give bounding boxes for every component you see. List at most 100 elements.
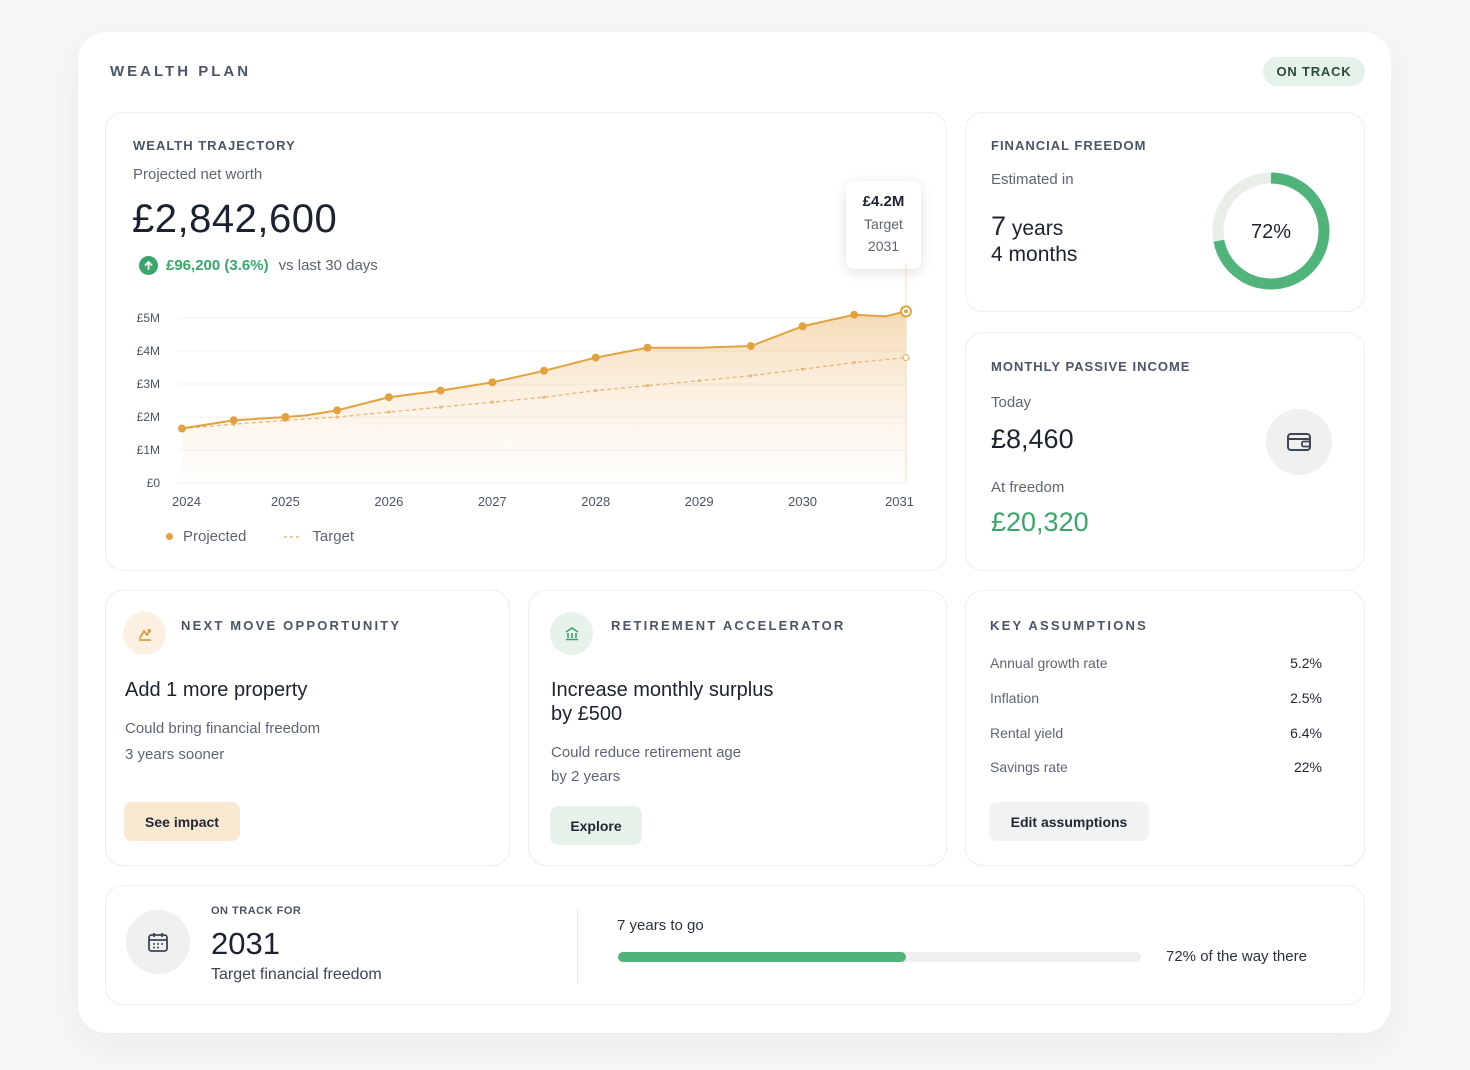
- bank-icon: [550, 612, 593, 655]
- chart-tooltip: £4.2M Target 2031: [846, 181, 921, 269]
- target-point: [438, 405, 443, 409]
- projected-point: [384, 393, 393, 402]
- ring-label: 72%: [1251, 221, 1291, 243]
- x-tick-label: 2028: [581, 494, 610, 509]
- see-impact-button[interactable]: See impact: [124, 802, 240, 841]
- target-point: [852, 360, 856, 365]
- freedom-progress-fill: [618, 952, 906, 962]
- on-track-year: 2031: [211, 926, 280, 961]
- trajectory-subtitle: Projected net worth: [133, 166, 263, 183]
- projected-point: [643, 343, 652, 352]
- app-title: WEALTH PLAN: [110, 63, 252, 80]
- target-point: [387, 410, 391, 414]
- today-value: £8,460: [991, 424, 1074, 454]
- x-tick-label: 2025: [271, 494, 300, 509]
- edit-assumptions-button[interactable]: Edit assumptions: [989, 802, 1149, 841]
- key-assumptions-card: KEY ASSUMPTIONS Annual growth rate 5.2% I…: [965, 590, 1365, 866]
- next-move-card: NEXT MOVE OPPORTUNITY Add 1 more propert…: [105, 590, 510, 866]
- target-point: [542, 395, 546, 399]
- tooltip-label: Target: [864, 216, 903, 232]
- wallet-icon: [1266, 409, 1332, 475]
- passive-title: MONTHLY PASSIVE INCOME: [991, 359, 1191, 374]
- freedom-progress-ring: 72%: [1212, 172, 1330, 290]
- net-worth-value: £2,842,600: [132, 197, 338, 241]
- wealth-plan-panel: WEALTH PLAN ON TRACK WEALTH TRAJECTORY P…: [78, 32, 1391, 1033]
- x-tick-label: 2024: [172, 494, 201, 509]
- x-tick-label: 2027: [478, 494, 507, 509]
- projected-point: [488, 378, 497, 387]
- projected-point: [591, 353, 600, 362]
- projected-point: [281, 413, 290, 421]
- wealth-chart: £5M £4M £3M £2M £1M £0 2024 2025 2026 2027 2028 202…: [137, 263, 914, 509]
- freedom-progress-bar: [618, 952, 1141, 962]
- wealth-trajectory-card: WEALTH TRAJECTORY Projected net worth £2…: [105, 112, 947, 571]
- projected-point: [904, 309, 908, 314]
- retirement-headline-1: Increase monthly surplus: [551, 679, 774, 701]
- trajectory-title: WEALTH TRAJECTORY: [133, 138, 296, 153]
- progress-label: 72% of the way there: [1166, 948, 1307, 965]
- assumption-row: Annual growth rate 5.2%: [990, 655, 1322, 671]
- next-move-headline: Add 1 more property: [125, 679, 308, 701]
- y-tick-label: £5M: [137, 311, 160, 325]
- target-point: [749, 374, 753, 378]
- projected-point: [333, 406, 342, 415]
- delta-value: £96,200 (3.6%): [166, 257, 269, 274]
- projected-point: [798, 322, 807, 331]
- target-point: [800, 367, 805, 371]
- assumptions-list: Annual growth rate 5.2% Inflation 2.5% Ren…: [990, 655, 1322, 793]
- divider: [577, 908, 578, 984]
- y-tick-label: £4M: [137, 344, 160, 358]
- retirement-line2: by 2 years: [551, 768, 621, 785]
- tooltip-value: £4.2M: [862, 193, 905, 210]
- on-track-caption: Target financial freedom: [211, 966, 382, 983]
- projected-point: [540, 366, 548, 375]
- x-tick-label: 2031: [885, 494, 914, 509]
- arrow-up-icon: [139, 256, 158, 275]
- projected-point: [850, 310, 859, 319]
- assumption-row: Inflation 2.5%: [990, 690, 1322, 706]
- legend-projected-label: Projected: [183, 528, 247, 545]
- projected-point: [746, 342, 755, 351]
- y-tick-label: £3M: [137, 377, 160, 391]
- retirement-accelerator-card: RETIREMENT ACCELERATOR Increase monthly …: [528, 590, 947, 866]
- passive-income-card: MONTHLY PASSIVE INCOME Today £8,460 At f…: [965, 332, 1365, 571]
- y-tick-label: £2M: [137, 410, 160, 424]
- retirement-headline-2: by £500: [551, 703, 623, 725]
- target-point: [645, 384, 650, 388]
- legend-target-label: Target: [312, 528, 355, 545]
- assumptions-title: KEY ASSUMPTIONS: [990, 618, 1148, 633]
- legend: Projected Target: [166, 528, 354, 545]
- next-move-line1: Could bring financial freedom: [125, 720, 321, 737]
- target-point: [335, 415, 339, 419]
- retirement-title: RETIREMENT ACCELERATOR: [611, 618, 846, 633]
- on-track-card: ON TRACK FOR 2031 Target financial freed…: [105, 885, 1365, 1005]
- explore-button[interactable]: Explore: [550, 806, 642, 845]
- target-line: [181, 356, 907, 430]
- target-point: [697, 379, 701, 383]
- y-tick-label: £1M: [137, 443, 160, 457]
- retirement-line1: Could reduce retirement age: [551, 744, 742, 761]
- projected-point: [178, 424, 186, 433]
- target-point: [490, 400, 494, 404]
- status-badge: ON TRACK: [1263, 57, 1365, 86]
- legend-projected-swatch: [166, 533, 173, 540]
- y-tick-label: £0: [147, 476, 161, 490]
- target-point: [902, 353, 910, 362]
- years-to-go: 7 years to go: [617, 917, 704, 934]
- assumption-row: Savings rate 22%: [990, 759, 1322, 775]
- delta-row: £96,200 (3.6%) vs last 30 days: [139, 256, 378, 275]
- x-tick-label: 2029: [685, 494, 714, 509]
- tooltip-year: 2031: [867, 238, 900, 254]
- projected-point: [436, 386, 445, 395]
- assumption-row: Rental yield 6.4%: [990, 725, 1322, 741]
- years-value: 7 years: [991, 211, 1064, 241]
- projected-point: [229, 416, 238, 425]
- next-move-title: NEXT MOVE OPPORTUNITY: [181, 618, 402, 633]
- house-trend-icon: [123, 612, 166, 655]
- today-label: Today: [991, 394, 1032, 411]
- target-point: [594, 389, 598, 393]
- delta-suffix: vs last 30 days: [278, 257, 378, 274]
- x-tick-label: 2026: [374, 494, 403, 509]
- freedom-title: FINANCIAL FREEDOM: [991, 138, 1147, 153]
- freedom-income-value: £20,320: [991, 507, 1089, 537]
